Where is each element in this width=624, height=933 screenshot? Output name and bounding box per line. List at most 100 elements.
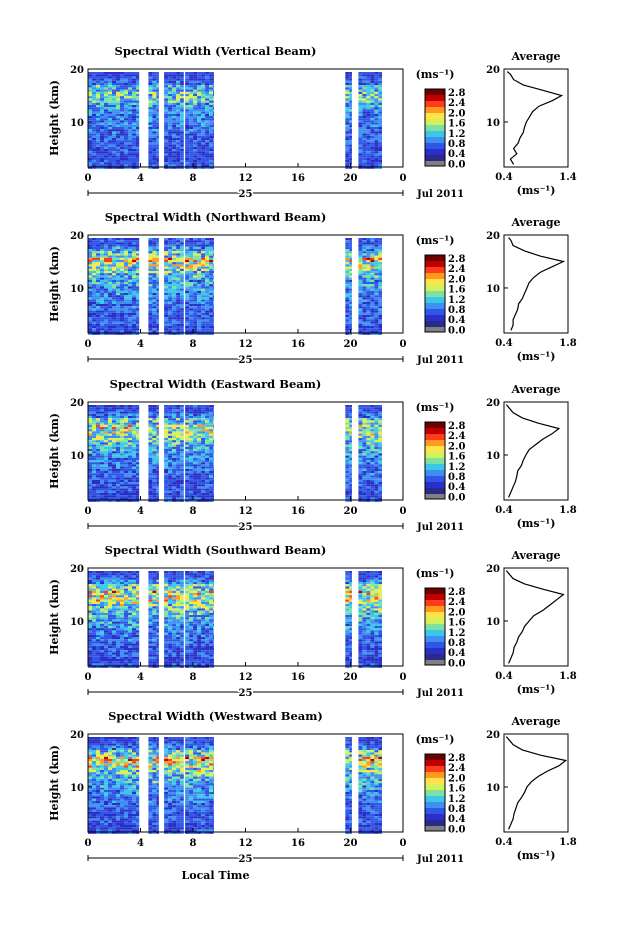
heatmap-cell xyxy=(152,125,156,127)
heatmap-cell xyxy=(176,258,180,260)
heatmap-cell xyxy=(112,451,116,453)
heatmap-cell xyxy=(193,114,197,116)
heatmap-cell xyxy=(116,251,120,253)
heatmap-cell xyxy=(362,245,366,247)
heatmap-cell xyxy=(189,291,193,293)
heatmap-cell xyxy=(124,431,128,433)
heatmap-cell xyxy=(362,431,366,433)
heatmap-cell xyxy=(132,328,136,330)
heatmap-cell xyxy=(193,85,197,87)
heatmap-cell xyxy=(104,249,108,251)
heatmap-cell xyxy=(136,416,139,418)
heatmap-cell xyxy=(201,247,205,249)
heatmap-cell xyxy=(112,493,116,495)
heatmap-cell xyxy=(349,293,352,295)
heatmap-cell xyxy=(349,427,352,429)
heatmap-cell xyxy=(164,302,168,304)
heatmap-cell xyxy=(100,445,104,447)
heatmap-cell xyxy=(193,451,197,453)
heatmap-cell xyxy=(92,324,96,326)
heatmap-cell xyxy=(116,90,120,92)
heatmap-cell xyxy=(112,162,116,164)
heatmap-cell xyxy=(164,94,168,96)
heatmap-cell xyxy=(197,94,201,96)
heatmap-cell xyxy=(132,74,136,76)
heatmap-cell xyxy=(366,158,370,160)
heatmap-cell xyxy=(172,98,176,100)
heatmap-cell xyxy=(92,460,96,462)
average-x-tick-label: 1.4 xyxy=(559,172,576,183)
heatmap-cell xyxy=(213,495,214,497)
heatmap-cell xyxy=(189,118,193,120)
heatmap-cell xyxy=(349,429,352,431)
heatmap-cell xyxy=(362,145,366,147)
heatmap-cell xyxy=(112,134,116,136)
heatmap-cell xyxy=(108,449,112,451)
heatmap-cell xyxy=(132,427,136,429)
heatmap-cell xyxy=(152,473,156,475)
heatmap-cell xyxy=(213,134,214,136)
heatmap-cell xyxy=(92,469,96,471)
heatmap-cell xyxy=(108,300,112,302)
heatmap-cell xyxy=(132,326,136,328)
heatmap-cell xyxy=(92,256,96,258)
heatmap-cell xyxy=(148,76,152,78)
heatmap-cell xyxy=(374,306,378,308)
heatmap-cell xyxy=(96,418,100,420)
heatmap-cell xyxy=(148,295,152,297)
heatmap-cell xyxy=(213,469,214,471)
heatmap-cell xyxy=(96,74,100,76)
heatmap-cell xyxy=(193,162,197,164)
heatmap-cell xyxy=(345,322,349,324)
heatmap-cell xyxy=(148,278,152,280)
heatmap-cell xyxy=(88,324,92,326)
heatmap-cell xyxy=(100,311,104,313)
heatmap-cell xyxy=(358,282,362,284)
heatmap-cell xyxy=(349,258,352,260)
heatmap-cell xyxy=(96,330,100,332)
heatmap-cell xyxy=(164,127,168,129)
heatmap-cell xyxy=(176,98,180,100)
heatmap-cell xyxy=(96,138,100,140)
heatmap-cell xyxy=(193,90,197,92)
heatmap-cell xyxy=(128,304,132,306)
heatmap-cell xyxy=(197,240,201,242)
heatmap-cell xyxy=(164,103,168,105)
heatmap-cell xyxy=(108,412,112,414)
heatmap-cell xyxy=(193,322,197,324)
heatmap-cell xyxy=(104,79,108,81)
heatmap-cell xyxy=(197,134,201,136)
heatmap-cell xyxy=(366,129,370,131)
heatmap-cell xyxy=(124,160,128,162)
heatmap-cell xyxy=(100,427,104,429)
heatmap-cell xyxy=(116,256,120,258)
heatmap-cell xyxy=(205,129,209,131)
heatmap-cell xyxy=(370,90,374,92)
heatmap-cell xyxy=(148,129,152,131)
heatmap-cell xyxy=(197,81,201,83)
heatmap-cell xyxy=(92,262,96,264)
heatmap-cell xyxy=(156,495,159,497)
heatmap-cell xyxy=(176,282,180,284)
heatmap-cell xyxy=(370,282,374,284)
heatmap-cell xyxy=(176,92,180,94)
heatmap-cell xyxy=(164,269,168,271)
heatmap-cell xyxy=(168,464,172,466)
heatmap-cell xyxy=(108,418,112,420)
heatmap-cell xyxy=(180,258,184,260)
heatmap-cell xyxy=(148,315,152,317)
heatmap-cell xyxy=(152,451,156,453)
heatmap-cell xyxy=(104,295,108,297)
x-tick-label: 12 xyxy=(239,173,253,184)
heatmap-cell xyxy=(88,467,92,469)
heatmap-cell xyxy=(168,280,172,282)
heatmap-cell xyxy=(120,90,124,92)
heatmap-cell xyxy=(378,405,382,407)
heatmap-cell xyxy=(172,116,176,118)
heatmap-cell xyxy=(112,409,116,411)
heatmap-cell xyxy=(104,405,108,407)
heatmap-cell xyxy=(104,160,108,162)
heatmap-cell xyxy=(92,317,96,319)
heatmap-cell xyxy=(116,264,120,266)
